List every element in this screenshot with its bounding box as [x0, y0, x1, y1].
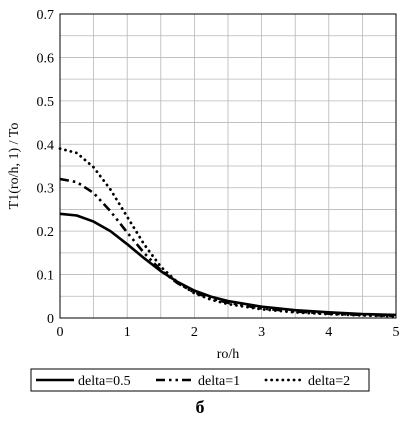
x-tick-label: 2 [191, 325, 198, 340]
y-tick-label: 0.7 [37, 8, 55, 23]
y-axis-label: T1(ro/h, 1) / To [7, 123, 22, 210]
plot-frame [59, 13, 397, 319]
x-tick-label: 1 [124, 325, 131, 340]
series-line-1 [59, 212, 397, 317]
series-line-2 [59, 177, 397, 318]
y-tick-label: 0.2 [37, 225, 55, 240]
tick-labels: 0 1 2 3 4 5 0 0.1 0.2 0.3 0.4 0.5 0.6 0.7 [37, 8, 400, 340]
y-tick-label: 0.1 [37, 269, 55, 284]
legend: delta=0.5 delta=1 delta=2 [30, 368, 370, 392]
x-tick-label: 5 [393, 325, 400, 340]
x-tick-label: 0 [57, 325, 64, 340]
series-lines [58, 147, 398, 318]
legend-label-1: delta=0.5 [78, 374, 131, 389]
legend-label-2: delta=1 [198, 374, 240, 389]
x-tick-label: 3 [258, 325, 265, 340]
x-axis-label: ro/h [217, 347, 240, 362]
legend-label-3: delta=2 [308, 374, 350, 389]
y-tick-label: 0.4 [37, 138, 55, 153]
y-tick-label: 0 [47, 312, 54, 327]
legend-box [30, 368, 370, 392]
y-tick-label: 0.5 [37, 95, 55, 110]
grid [60, 14, 396, 318]
y-tick-label: 0.6 [37, 51, 55, 66]
x-tick-label: 4 [325, 325, 332, 340]
y-tick-label: 0.3 [37, 182, 55, 197]
panel-label: б [196, 397, 205, 417]
